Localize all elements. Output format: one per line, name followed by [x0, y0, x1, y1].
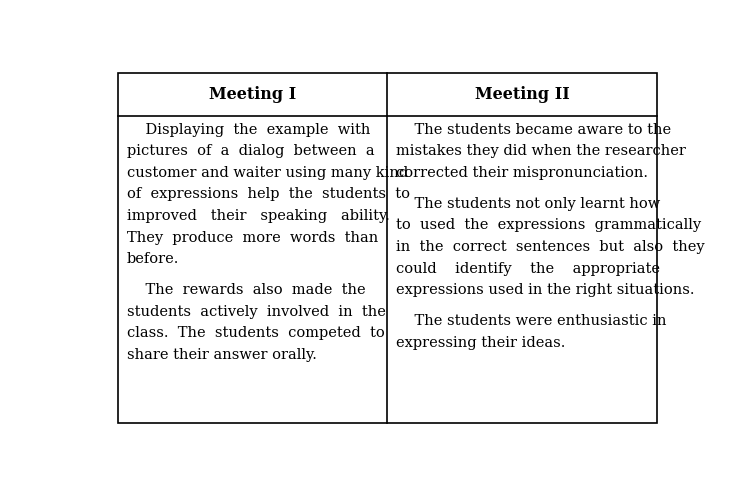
Text: could    identify    the    appropriate: could identify the appropriate: [396, 261, 660, 275]
Text: They  produce  more  words  than: They produce more words than: [127, 231, 378, 244]
Text: before.: before.: [127, 252, 179, 266]
Text: The students were enthusiastic in: The students were enthusiastic in: [396, 314, 667, 328]
Text: mistakes they did when the researcher: mistakes they did when the researcher: [396, 144, 686, 158]
Text: Displaying  the  example  with: Displaying the example with: [127, 122, 370, 136]
Text: customer and waiter using many kind: customer and waiter using many kind: [127, 166, 408, 180]
Text: expressions used in the right situations.: expressions used in the right situations…: [396, 283, 695, 297]
Text: in  the  correct  sentences  but  also  they: in the correct sentences but also they: [396, 240, 705, 254]
Text: expressing their ideas.: expressing their ideas.: [396, 336, 565, 350]
Text: The students not only learnt how: The students not only learnt how: [396, 197, 661, 211]
Text: The students became aware to the: The students became aware to the: [396, 122, 671, 136]
Text: class.  The  students  competed  to: class. The students competed to: [127, 326, 385, 340]
Text: pictures  of  a  dialog  between  a: pictures of a dialog between a: [127, 144, 374, 158]
Text: of  expressions  help  the  students  to: of expressions help the students to: [127, 187, 410, 201]
Text: Meeting I: Meeting I: [209, 86, 296, 103]
Text: students  actively  involved  in  the: students actively involved in the: [127, 305, 386, 319]
Text: to  used  the  expressions  grammatically: to used the expressions grammatically: [396, 218, 702, 232]
Text: improved   their   speaking   ability.: improved their speaking ability.: [127, 209, 389, 223]
Text: share their answer orally.: share their answer orally.: [127, 348, 317, 362]
Text: corrected their mispronunciation.: corrected their mispronunciation.: [396, 166, 648, 180]
Text: Meeting II: Meeting II: [475, 86, 569, 103]
Text: The  rewards  also  made  the: The rewards also made the: [127, 283, 365, 297]
